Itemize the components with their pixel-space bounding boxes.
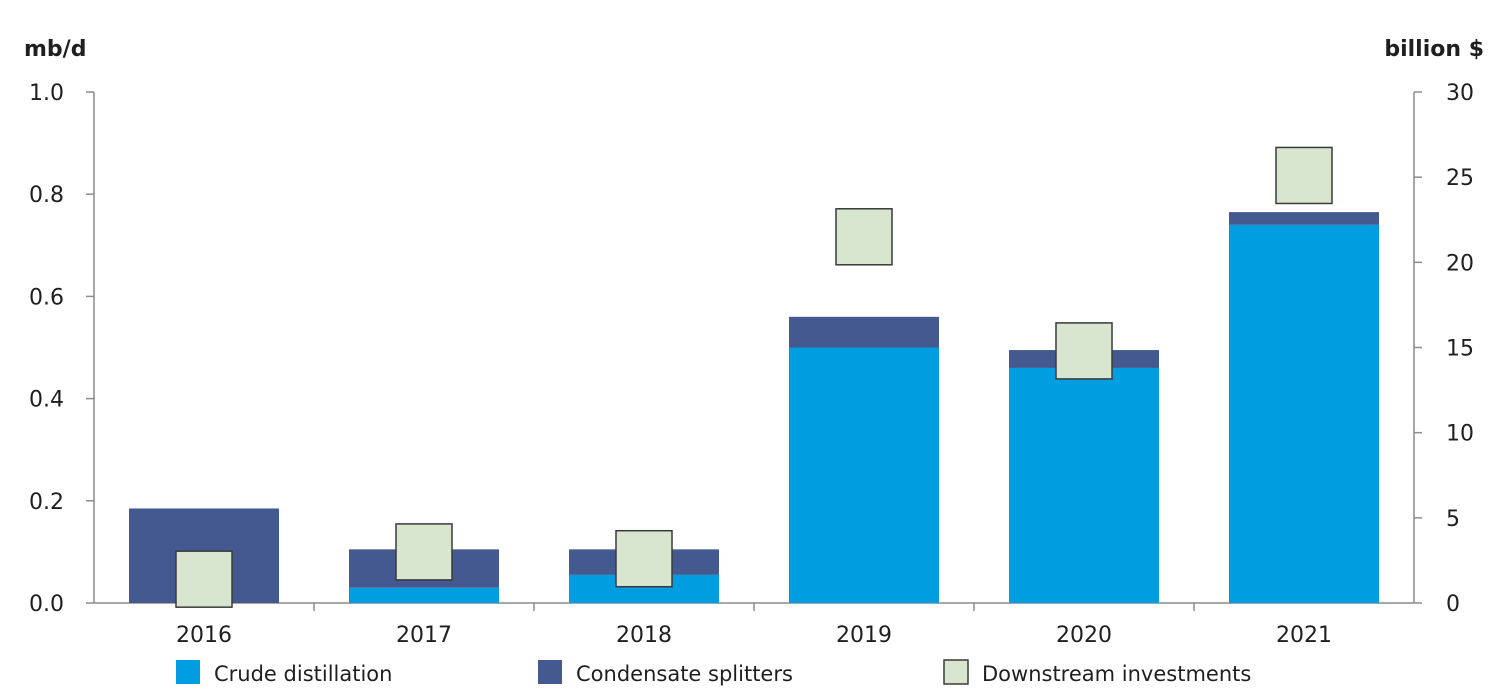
category-label-2017: 2017: [396, 623, 452, 648]
legend-swatch-downstream-investments: [943, 659, 969, 685]
bar-condensate-splitters-2021: [1229, 212, 1379, 225]
bar-crude-distillation-2019: [789, 347, 939, 603]
legend-swatch-condensate-splitters: [538, 660, 562, 684]
legend-label-downstream-investments: Downstream investments: [982, 662, 1251, 686]
left-tick-label: 0.6: [29, 285, 64, 310]
right-tick-label: 5: [1446, 507, 1460, 532]
bar-crude-distillation-2017: [349, 587, 499, 603]
left-tick-label: 0.2: [29, 490, 64, 515]
marker-downstream-investments-2019: [835, 208, 893, 266]
category-label-2018: 2018: [616, 623, 672, 648]
legend-label-condensate-splitters: Condensate splitters: [576, 662, 793, 686]
right-tick-label: 30: [1446, 81, 1474, 106]
marker-downstream-investments-2021: [1275, 146, 1333, 205]
category-label-2019: 2019: [836, 623, 892, 648]
category-label-2021: 2021: [1276, 623, 1332, 648]
right-tick-label: 20: [1446, 251, 1474, 276]
marker-downstream-investments-2018: [615, 529, 673, 588]
legend-label-crude-distillation: Crude distillation: [214, 662, 392, 686]
right-axis-unit: billion $: [1384, 37, 1484, 62]
category-label-2016: 2016: [176, 623, 232, 648]
left-tick-label: 0.4: [29, 388, 64, 413]
bar-crude-distillation-2020: [1009, 367, 1159, 603]
left-tick-label: 0.8: [29, 183, 64, 208]
legend-swatch-crude-distillation: [176, 660, 200, 684]
right-tick-label: 0: [1446, 592, 1460, 617]
left-tick-label: 0.0: [29, 592, 64, 617]
left-tick-label: 1.0: [29, 81, 64, 106]
left-axis-unit: mb/d: [24, 37, 86, 62]
bar-condensate-splitters-2019: [789, 316, 939, 348]
right-tick-label: 15: [1446, 337, 1474, 362]
marker-downstream-investments-2020: [1055, 322, 1113, 380]
category-label-2020: 2020: [1056, 623, 1112, 648]
marker-downstream-investments-2017: [395, 523, 453, 581]
right-tick-label: 25: [1446, 166, 1474, 191]
marker-downstream-investments-2016: [175, 550, 233, 608]
bar-crude-distillation-2021: [1229, 224, 1379, 604]
right-tick-label: 10: [1446, 422, 1474, 447]
